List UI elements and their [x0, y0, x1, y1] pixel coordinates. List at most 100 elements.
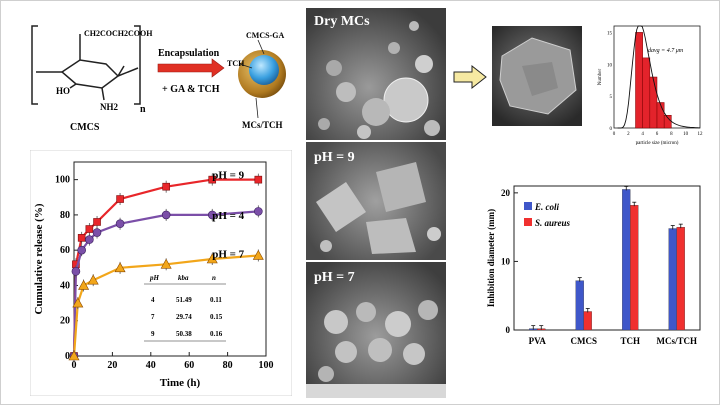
- nh2-label: NH2: [100, 102, 119, 112]
- inhibition-bar: [630, 205, 639, 331]
- hist-bar: [642, 57, 651, 129]
- table-header-kba: kba: [178, 274, 189, 282]
- legend-swatch-saureus: [524, 218, 532, 226]
- release-x-tick-label: 100: [259, 360, 274, 371]
- hist-x-tick-label: 6: [656, 132, 659, 137]
- legend-ecoli: E. coli: [534, 202, 559, 212]
- table-cell: 0.11: [210, 296, 222, 304]
- sem-dry-mcs: Dry MCs: [306, 8, 446, 140]
- glucose-ring: [60, 59, 120, 89]
- legend-ph4: pH = 4: [212, 210, 244, 222]
- data-point: [77, 234, 86, 242]
- data-point: [68, 350, 80, 361]
- table-cell: 51.49: [176, 296, 192, 304]
- inhibition-y-label: Inhibition diameter (mm): [486, 209, 496, 307]
- data-point: [252, 249, 264, 260]
- arrow-bottom-label: + GA & TCH: [162, 84, 220, 95]
- release-x-tick-label: 20: [107, 360, 117, 371]
- ho-label: HO: [56, 86, 70, 96]
- hist-y-label: Number: [598, 68, 603, 85]
- hist-x-tick-label: 4: [641, 132, 644, 137]
- inhibition-plot-frame: [513, 185, 701, 331]
- release-plot-frame: [73, 161, 267, 357]
- release-y-tick-label: 20: [60, 316, 70, 327]
- cmcs-label: CMCS: [70, 122, 100, 133]
- hist-x-label: particle size (micron): [636, 141, 679, 146]
- data-point: [254, 175, 263, 184]
- table-header-ph: pH: [149, 274, 160, 282]
- table-cell: 9: [151, 330, 155, 338]
- inhibition-category-label: CMCS: [571, 336, 598, 346]
- sem-ph7-label: pH = 7: [314, 270, 355, 285]
- reaction-arrow: [157, 58, 225, 78]
- data-point: [93, 218, 101, 226]
- release-y-tick-label: 40: [60, 280, 70, 291]
- legend-ph9: pH = 9: [212, 169, 244, 181]
- data-point: [78, 279, 90, 290]
- inhibition-bar: [583, 311, 592, 331]
- hist-x-tick-label: 2: [627, 132, 630, 137]
- inhibition-bar: [575, 280, 584, 331]
- release-y-tick-label: 0: [65, 351, 70, 362]
- sem-particle-texture: [499, 37, 577, 115]
- table-cell: 0.16: [210, 330, 223, 338]
- inhibition-bar: [676, 226, 685, 331]
- release-y-tick-label: 60: [60, 245, 70, 256]
- side-chain-label: CH2COCH2COOH: [84, 29, 153, 38]
- data-point: [71, 267, 81, 276]
- release-y-tick-label: 80: [60, 210, 70, 221]
- capsule-label: CMCS-GA: [246, 31, 284, 40]
- release-x-tick-label: 80: [223, 360, 233, 371]
- hist-x-tick-label: 10: [683, 132, 689, 137]
- data-point: [87, 274, 99, 285]
- table-cell: 4: [151, 296, 155, 304]
- sem-ph9-label: pH = 9: [314, 150, 355, 165]
- zoom-arrow: [453, 64, 487, 90]
- legend-saureus: S. aureus: [535, 218, 571, 228]
- product-label: MCs/TCH: [242, 120, 283, 130]
- release-x-label: Time (h): [160, 377, 201, 389]
- hist-x-tick-label: 0: [613, 132, 616, 137]
- sem-ph9: pH = 9: [306, 142, 446, 260]
- kinetics-table: pH kba n 4 51.49 0.11 7 29.74 0.15 9 50.…: [144, 274, 226, 342]
- capsule-core: [249, 55, 279, 85]
- data-point: [162, 182, 170, 191]
- release-x-tick-label: 60: [184, 360, 194, 371]
- data-point: [207, 210, 217, 220]
- hist-y-tick-label: 5: [610, 95, 613, 100]
- size-annotation: davg = 4.7 μm: [648, 47, 684, 54]
- sem-ph7-texture: [306, 300, 446, 398]
- table-header-n: n: [212, 274, 216, 282]
- sem-ph7: pH = 7: [306, 262, 446, 398]
- hist-x-tick-label: 12: [698, 132, 704, 137]
- inhibition-y-tick-label: 0: [506, 325, 511, 335]
- table-cell: 7: [151, 313, 155, 321]
- table-cell: 0.15: [210, 313, 223, 321]
- table-cell: 29.74: [176, 313, 192, 321]
- hist-y-tick-label: 0: [610, 127, 613, 132]
- data-point: [92, 228, 102, 237]
- data-point: [160, 258, 172, 269]
- inhibition-category-label: MCs/TCH: [657, 336, 698, 346]
- table-cell: 50.38: [176, 330, 192, 338]
- size-distribution-curve: [617, 25, 700, 129]
- data-point: [114, 262, 126, 273]
- release-y-label: Cumulative release (%): [33, 203, 45, 314]
- inhibition-category-label: PVA: [529, 336, 547, 346]
- release-x-tick-label: 0: [72, 360, 77, 371]
- data-point: [208, 175, 217, 184]
- data-point: [161, 210, 171, 220]
- data-point: [206, 253, 218, 264]
- right-bracket: [134, 25, 141, 105]
- release-x-tick-label: 40: [146, 360, 156, 371]
- synthesis-scheme: CH2COCH2COOH HO NH2 n CMCS Encapsulation…: [31, 25, 286, 133]
- data-point: [115, 219, 125, 229]
- size-histogram: 0 2 4 6 8 10 12 0 5 10 15 davg = 4.7 μm particle s…: [598, 25, 704, 146]
- inhibition-category-label: TCH: [620, 336, 640, 346]
- hist-x-tick-label: 8: [670, 132, 673, 137]
- data-point: [85, 225, 94, 233]
- hist-bar: [635, 32, 643, 129]
- hist-bar: [649, 76, 658, 129]
- sem-single-particle: [492, 26, 582, 126]
- release-chart: 0 20 40 60 80 100 0 20 40 60 80 100 Time (h) Cumula…: [30, 150, 292, 396]
